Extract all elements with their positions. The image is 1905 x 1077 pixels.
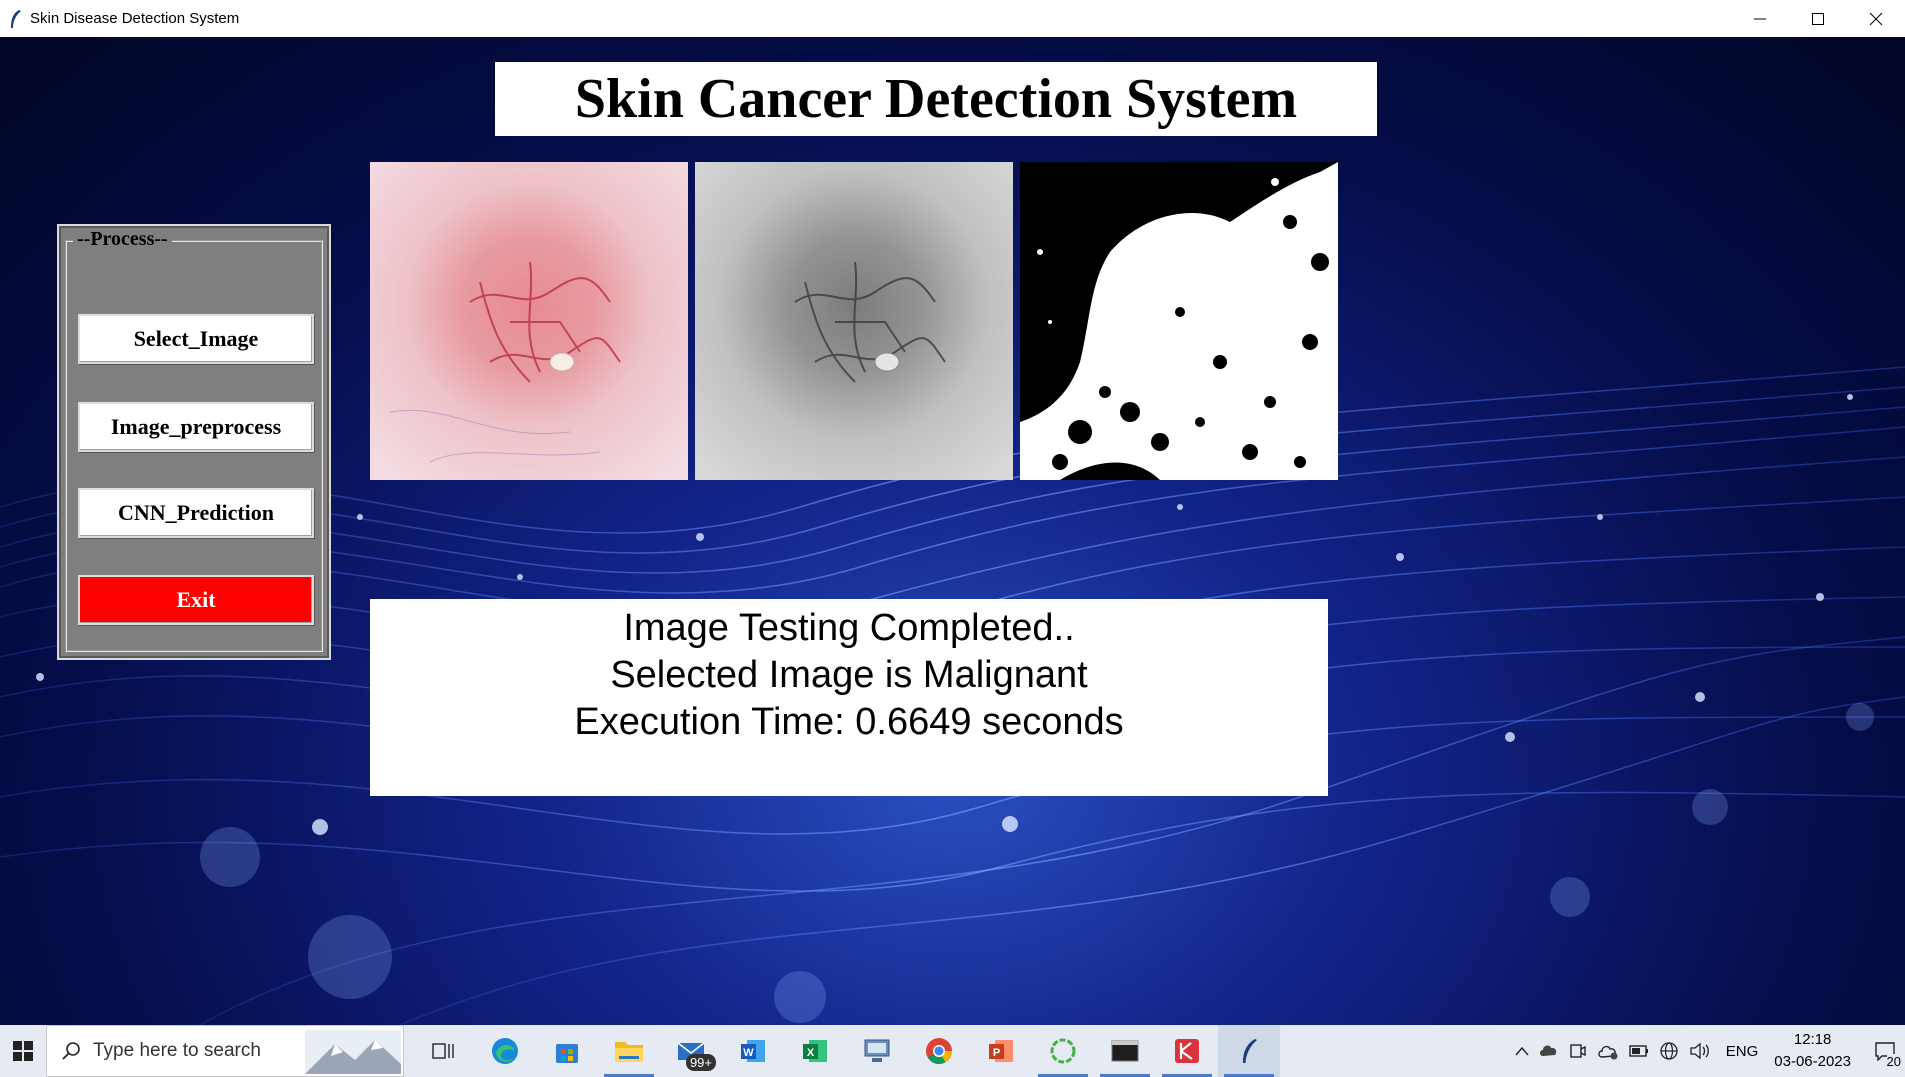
tray-cloud-button[interactable]: [1539, 1042, 1559, 1060]
result-status-text: Image Testing Completed..: [623, 607, 1075, 649]
taskbar: Type here to search 99+ W X: [0, 1025, 1905, 1077]
task-view-button[interactable]: [412, 1025, 474, 1077]
globe-icon: [1660, 1042, 1678, 1060]
python-feather-button[interactable]: [1218, 1025, 1280, 1077]
process-legend: --Process--: [73, 228, 172, 251]
store-button[interactable]: [536, 1025, 598, 1077]
anaconda-icon: [1050, 1038, 1076, 1064]
feather-icon: [11, 9, 21, 28]
binary-segmented-image: [1020, 162, 1338, 480]
image-preprocess-button[interactable]: Image_preprocess: [78, 402, 314, 452]
speaker-icon: [1690, 1042, 1709, 1060]
file-explorer-button[interactable]: [598, 1025, 660, 1077]
window-title-bar: Skin Disease Detection System: [0, 0, 1905, 37]
grayscale-lesion-image: [695, 162, 1013, 480]
excel-icon: X: [803, 1040, 827, 1062]
minimize-button[interactable]: [1731, 0, 1789, 37]
search-placeholder: Type here to search: [93, 1040, 261, 1061]
notification-icon: [1875, 1042, 1895, 1061]
windows-icon: [13, 1041, 33, 1061]
terminal-icon: [1111, 1040, 1139, 1062]
tray-weather-button[interactable]: [1597, 1042, 1619, 1060]
network-app-icon: [864, 1039, 890, 1062]
app-heading: Skin Cancer Detection System: [574, 68, 1298, 130]
close-icon: [1869, 12, 1883, 25]
minimize-icon: [1754, 18, 1766, 19]
original-lesion-image: [370, 162, 688, 480]
powerpoint-icon: P: [989, 1040, 1013, 1062]
notification-center-button[interactable]: 20: [1865, 1025, 1905, 1077]
process-panel: --Process-- Select_Image Image_preproces…: [57, 224, 331, 660]
search-highlight-image: [305, 1030, 401, 1074]
chrome-button[interactable]: [908, 1025, 970, 1077]
svg-text:P: P: [993, 1047, 1000, 1059]
input-language[interactable]: ENG: [1725, 1042, 1759, 1060]
excel-button[interactable]: X: [784, 1025, 846, 1077]
clock-time: 12:18: [1793, 1031, 1832, 1048]
chrome-icon: [926, 1038, 953, 1065]
task-view-icon: [432, 1043, 454, 1059]
svg-text:W: W: [743, 1047, 754, 1059]
exit-button[interactable]: Exit: [78, 575, 314, 625]
powerpoint-button[interactable]: P: [970, 1025, 1032, 1077]
app-canvas: Skin Cancer Detection System: [0, 37, 1905, 1025]
python-feather-icon: [1243, 1039, 1257, 1063]
network-app-button[interactable]: [846, 1025, 908, 1077]
weather-icon: [1598, 1045, 1618, 1060]
app-button[interactable]: [1156, 1025, 1218, 1077]
app-icon: [1175, 1039, 1199, 1063]
word-icon: W: [741, 1040, 765, 1062]
clock[interactable]: 12:18 03-06-2023: [1774, 1029, 1851, 1073]
tray-battery-button[interactable]: [1629, 1045, 1649, 1057]
process-frame: [65, 240, 323, 652]
anaconda-button[interactable]: [1032, 1025, 1094, 1077]
cnn-prediction-button[interactable]: CNN_Prediction: [78, 488, 314, 538]
terminal-button[interactable]: [1094, 1025, 1156, 1077]
edge-button[interactable]: [474, 1025, 536, 1077]
store-icon: [556, 1044, 578, 1063]
camera-icon: [1570, 1044, 1586, 1058]
cloud-upload-icon: [1539, 1045, 1556, 1056]
system-tray: ENG 12:18 03-06-2023 20: [1510, 1025, 1905, 1077]
tray-meet-button[interactable]: [1569, 1042, 1587, 1060]
tray-network-button[interactable]: [1659, 1041, 1679, 1061]
result-diagnosis-text: Selected Image is Malignant: [610, 654, 1088, 696]
svg-text:X: X: [807, 1047, 815, 1059]
app-heading-box: Skin Cancer Detection System: [495, 62, 1377, 136]
close-button[interactable]: [1847, 0, 1905, 37]
notification-count: 20: [1886, 1054, 1901, 1069]
mail-badge: 99+: [685, 1054, 716, 1071]
search-icon: [62, 1042, 80, 1060]
word-button[interactable]: W: [722, 1025, 784, 1077]
clock-date: 03-06-2023: [1774, 1053, 1851, 1070]
result-panel: Image Testing Completed.. Selected Image…: [370, 599, 1328, 796]
window-title: Skin Disease Detection System: [30, 10, 240, 27]
show-hidden-icons-button[interactable]: [1515, 1046, 1529, 1056]
taskbar-search-box[interactable]: Type here to search: [46, 1025, 404, 1077]
battery-icon: [1629, 1045, 1648, 1057]
result-time-text: Execution Time: 0.6649 seconds: [574, 701, 1124, 743]
select-image-button[interactable]: Select_Image: [78, 314, 314, 364]
start-button[interactable]: [0, 1025, 46, 1077]
tray-volume-button[interactable]: [1689, 1042, 1711, 1060]
mail-button[interactable]: 99+: [660, 1025, 722, 1077]
maximize-button[interactable]: [1789, 0, 1847, 37]
maximize-icon: [1812, 12, 1824, 25]
chevron-up-icon: [1515, 1046, 1529, 1056]
edge-icon: [492, 1038, 518, 1064]
file-explorer-icon: [615, 1042, 643, 1062]
